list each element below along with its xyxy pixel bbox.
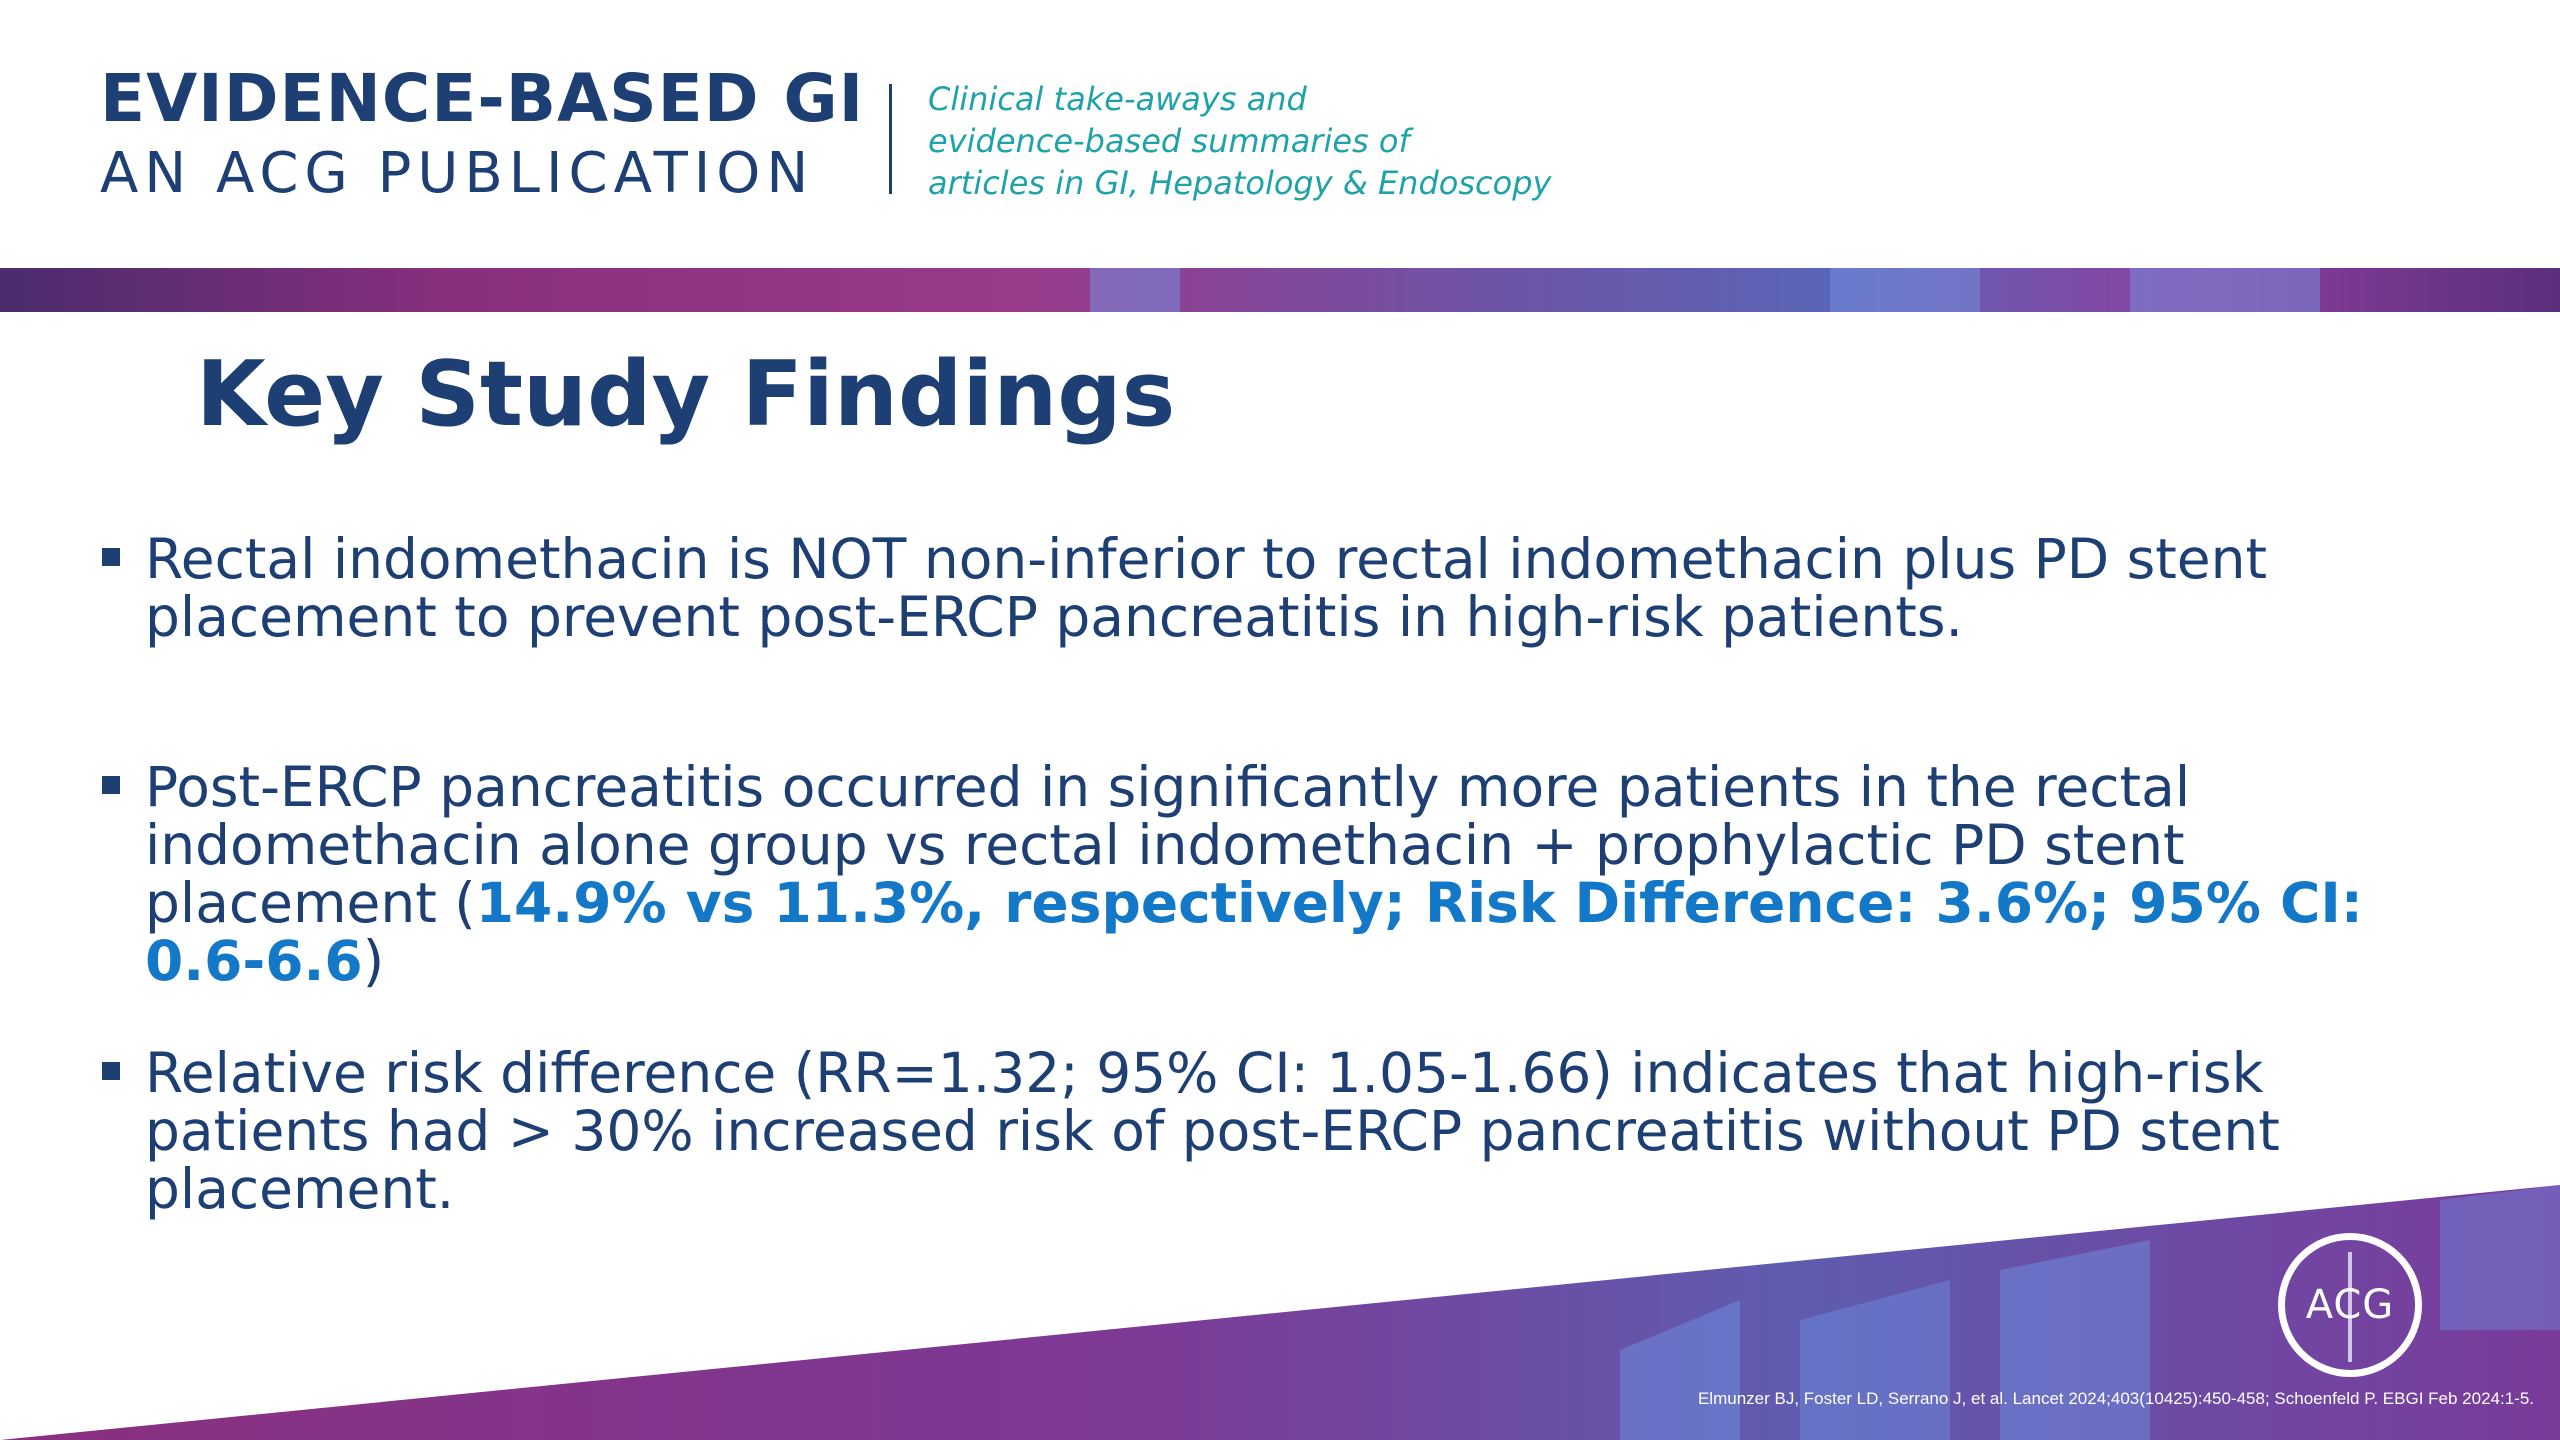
band-hex-shape: [2130, 268, 2320, 312]
bullet-text: Relative risk difference (RR=1.32; 95% C…: [145, 1041, 2280, 1221]
brand-subtitle: AN ACG PUBLICATION: [100, 141, 815, 206]
bullet-text-part: ): [362, 929, 385, 993]
purple-wedge: [0, 1185, 2560, 1440]
tagline-line: evidence-based summaries of: [928, 122, 1410, 160]
tagline-line: Clinical take-aways and: [928, 80, 1307, 118]
hex-pattern-shape: [2440, 1185, 2560, 1330]
hex-pattern-shape: [2000, 1240, 2150, 1440]
slide-title: Key Study Findings: [196, 342, 1176, 447]
bullet-highlight: 14.9% vs 11.3%, respectively; Risk Diffe…: [145, 871, 2363, 993]
bullet-text: Post-ERCP pancreatitis occurred in signi…: [145, 758, 2460, 990]
hex-pattern-shape: [1620, 1300, 1740, 1440]
hex-pattern-shape: [1800, 1280, 1950, 1440]
band-hex-shape: [1830, 268, 1980, 312]
square-bullet-icon: [102, 548, 120, 566]
tagline: Clinical take-aways and evidence-based s…: [928, 78, 1551, 204]
square-bullet-icon: [102, 1062, 120, 1080]
tagline-line: articles in GI, Hepatology & Endoscopy: [928, 164, 1552, 202]
band-hex-shape: [1090, 268, 1180, 312]
brand-title: EVIDENCE-BASED GI: [100, 60, 865, 137]
brand-divider: [889, 84, 892, 194]
caduceus-icon: [2348, 1252, 2352, 1362]
citation: Elmunzer BJ, Foster LD, Serrano J, et al…: [1697, 1389, 2534, 1408]
bullet-text: Rectal indomethacin is NOT non-inferior …: [145, 527, 2268, 649]
logo-text: ACG: [2305, 1282, 2395, 1328]
bullet-text-part: Post-ERCP pancreatitis occurred in signi…: [145, 755, 2191, 935]
acg-logo: ACG: [2278, 1233, 2422, 1377]
square-bullet-icon: [102, 776, 120, 794]
